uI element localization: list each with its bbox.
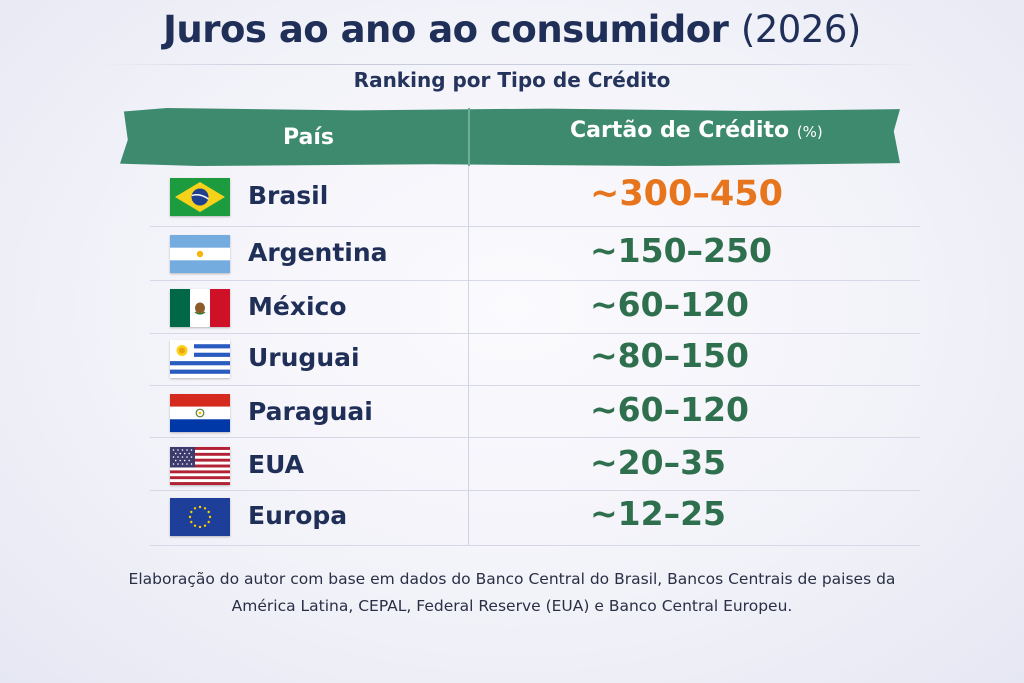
table-row: EUA ~20–35 xyxy=(150,439,920,489)
brazil-flag-icon xyxy=(170,178,230,216)
country-name: Paraguai xyxy=(248,397,373,426)
paraguay-flag-icon xyxy=(170,394,230,432)
row-divider xyxy=(150,545,920,546)
table-row: Uruguai ~80–150 xyxy=(150,332,920,382)
source-footnote: Elaboração do autor com base em dados do… xyxy=(0,566,1024,620)
table-row: Paraguai ~60–120 xyxy=(150,386,920,436)
row-divider xyxy=(150,490,920,491)
mexico-flag-icon xyxy=(170,289,230,327)
footnote-line-1: Elaboração do autor com base em dados do… xyxy=(128,570,896,588)
page-subtitle: Ranking por Tipo de Crédito xyxy=(353,68,671,92)
table-row: Europa ~12–25 xyxy=(150,490,920,540)
title-main: Juros ao ano ao consumidor xyxy=(163,8,729,51)
header-rate-label: Cartão de Crédito xyxy=(570,118,790,143)
row-divider xyxy=(150,280,920,281)
eu-flag-icon xyxy=(170,498,230,536)
table-row: Argentina ~150–250 xyxy=(150,227,920,277)
rate-value: ~20–35 xyxy=(590,443,726,482)
country-name: México xyxy=(248,292,347,321)
rate-value: ~12–25 xyxy=(590,494,726,533)
page-title: Juros ao ano ao consumidor (2026) xyxy=(0,8,1024,51)
rate-value: ~60–120 xyxy=(590,285,749,324)
row-divider xyxy=(150,437,920,438)
usa-flag-icon xyxy=(170,447,230,485)
country-name: Europa xyxy=(248,501,348,530)
row-divider xyxy=(150,226,920,227)
header-divider xyxy=(468,108,470,166)
rate-value: ~60–120 xyxy=(590,390,749,429)
column-divider xyxy=(468,166,469,546)
title-year: (2026) xyxy=(740,8,862,51)
country-name: Brasil xyxy=(248,181,329,210)
argentina-flag-icon xyxy=(170,235,230,273)
footnote-line-2: América Latina, CEPAL, Federal Reserve (… xyxy=(231,597,793,615)
table-row: México ~60–120 xyxy=(150,281,920,331)
row-divider xyxy=(150,333,920,334)
table-header-banner xyxy=(120,108,900,166)
country-name: Uruguai xyxy=(248,343,360,372)
row-divider xyxy=(150,385,920,386)
header-rate: Cartão de Crédito (%) xyxy=(570,118,823,143)
table-row: Brasil ~300–450 xyxy=(150,170,920,220)
uruguay-flag-icon xyxy=(170,340,230,378)
country-name: EUA xyxy=(248,450,304,479)
rate-value: ~80–150 xyxy=(590,336,749,375)
rate-value: ~150–250 xyxy=(590,231,772,270)
rate-value: ~300–450 xyxy=(590,174,783,214)
header-rate-unit: (%) xyxy=(796,123,823,141)
country-name: Argentina xyxy=(248,238,388,267)
title-divider xyxy=(100,64,924,65)
header-country: País xyxy=(283,125,335,150)
